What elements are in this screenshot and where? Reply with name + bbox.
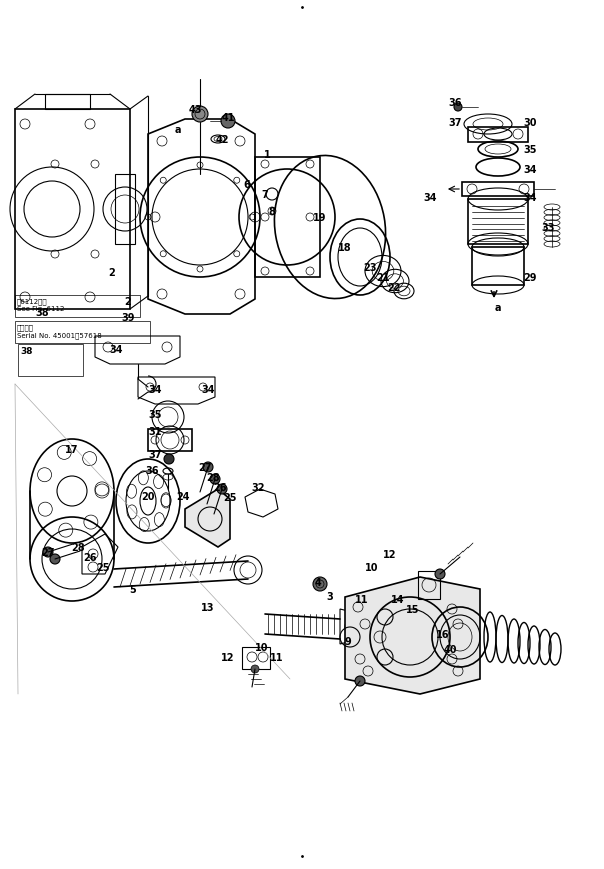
Text: 12: 12 (384, 549, 397, 560)
Text: 41: 41 (221, 113, 235, 123)
Text: 34: 34 (523, 165, 537, 175)
Text: 12: 12 (221, 653, 235, 662)
Text: 43: 43 (188, 105, 202, 115)
Text: 3: 3 (327, 591, 333, 601)
Text: 23: 23 (363, 262, 377, 273)
Text: 42: 42 (215, 135, 229, 145)
Text: 22: 22 (387, 282, 400, 293)
Circle shape (313, 577, 327, 591)
Text: 28: 28 (71, 542, 85, 553)
Text: a: a (175, 125, 181, 135)
Circle shape (192, 107, 208, 123)
Text: 38: 38 (20, 347, 33, 356)
Circle shape (221, 115, 235, 129)
Text: 図6112参照: 図6112参照 (17, 298, 48, 304)
Circle shape (454, 104, 462, 112)
Circle shape (43, 547, 53, 557)
Text: 10: 10 (255, 642, 269, 653)
Text: 34: 34 (423, 193, 437, 202)
Text: 37: 37 (448, 118, 461, 128)
Text: 11: 11 (355, 594, 369, 604)
Text: 9: 9 (345, 636, 352, 647)
Text: 10: 10 (365, 562, 379, 573)
Text: 26: 26 (83, 553, 97, 562)
Text: a: a (495, 302, 501, 313)
Text: 13: 13 (201, 602, 215, 613)
Text: 8: 8 (269, 207, 275, 216)
Text: 11: 11 (270, 653, 284, 662)
Text: 25: 25 (96, 562, 110, 573)
Text: 5: 5 (130, 584, 137, 594)
Polygon shape (185, 489, 230, 547)
Text: 21: 21 (376, 273, 390, 282)
Text: 36: 36 (145, 466, 159, 475)
Text: 24: 24 (176, 492, 190, 501)
Circle shape (210, 474, 220, 484)
Circle shape (203, 462, 213, 473)
Text: 19: 19 (313, 213, 327, 222)
Text: 31: 31 (148, 427, 162, 436)
Text: 34: 34 (201, 385, 215, 395)
Text: 16: 16 (436, 629, 450, 640)
Text: 34: 34 (148, 385, 162, 395)
Bar (418, 571, 440, 600)
Bar (15, 322, 150, 343)
Text: 適用番号: 適用番号 (17, 323, 34, 330)
Bar (15, 295, 140, 318)
Text: 34: 34 (109, 345, 123, 355)
Circle shape (435, 569, 445, 580)
Text: 35: 35 (148, 409, 162, 420)
Text: 18: 18 (338, 242, 352, 253)
Text: 26: 26 (213, 482, 226, 493)
Bar (242, 647, 270, 669)
Text: 20: 20 (141, 492, 155, 501)
Circle shape (50, 554, 60, 564)
Text: 6: 6 (243, 180, 251, 189)
Polygon shape (345, 577, 480, 694)
Circle shape (164, 454, 174, 464)
Text: 1: 1 (263, 149, 271, 160)
Text: 30: 30 (523, 118, 537, 128)
Bar (468, 200, 528, 245)
Text: 25: 25 (223, 493, 237, 502)
Circle shape (251, 666, 259, 673)
Text: 2: 2 (124, 296, 132, 307)
Circle shape (355, 676, 365, 687)
Text: 28: 28 (206, 473, 220, 482)
Text: 39: 39 (121, 313, 135, 322)
Bar (462, 182, 534, 196)
Text: 4: 4 (315, 577, 321, 587)
Text: See Fig. 6112: See Fig. 6112 (17, 306, 65, 312)
Text: 38: 38 (35, 308, 49, 318)
Text: 37: 37 (148, 449, 162, 460)
Text: 27: 27 (198, 462, 212, 473)
Text: 34: 34 (523, 193, 537, 202)
Bar (18, 345, 83, 376)
Text: 2: 2 (109, 268, 115, 278)
Text: 15: 15 (406, 604, 420, 614)
Text: 14: 14 (391, 594, 405, 604)
Text: 32: 32 (251, 482, 265, 493)
Text: 27: 27 (41, 547, 55, 557)
Text: Serial No. 45001～57618: Serial No. 45001～57618 (17, 332, 101, 338)
Text: 7: 7 (262, 189, 268, 200)
Text: 35: 35 (523, 145, 537, 155)
Bar (472, 248, 524, 286)
Bar (468, 128, 528, 143)
Text: 40: 40 (443, 644, 457, 654)
Circle shape (217, 484, 227, 494)
Text: 29: 29 (523, 273, 537, 282)
Text: 36: 36 (448, 98, 461, 108)
Text: 33: 33 (541, 222, 554, 233)
Text: 17: 17 (65, 444, 79, 454)
